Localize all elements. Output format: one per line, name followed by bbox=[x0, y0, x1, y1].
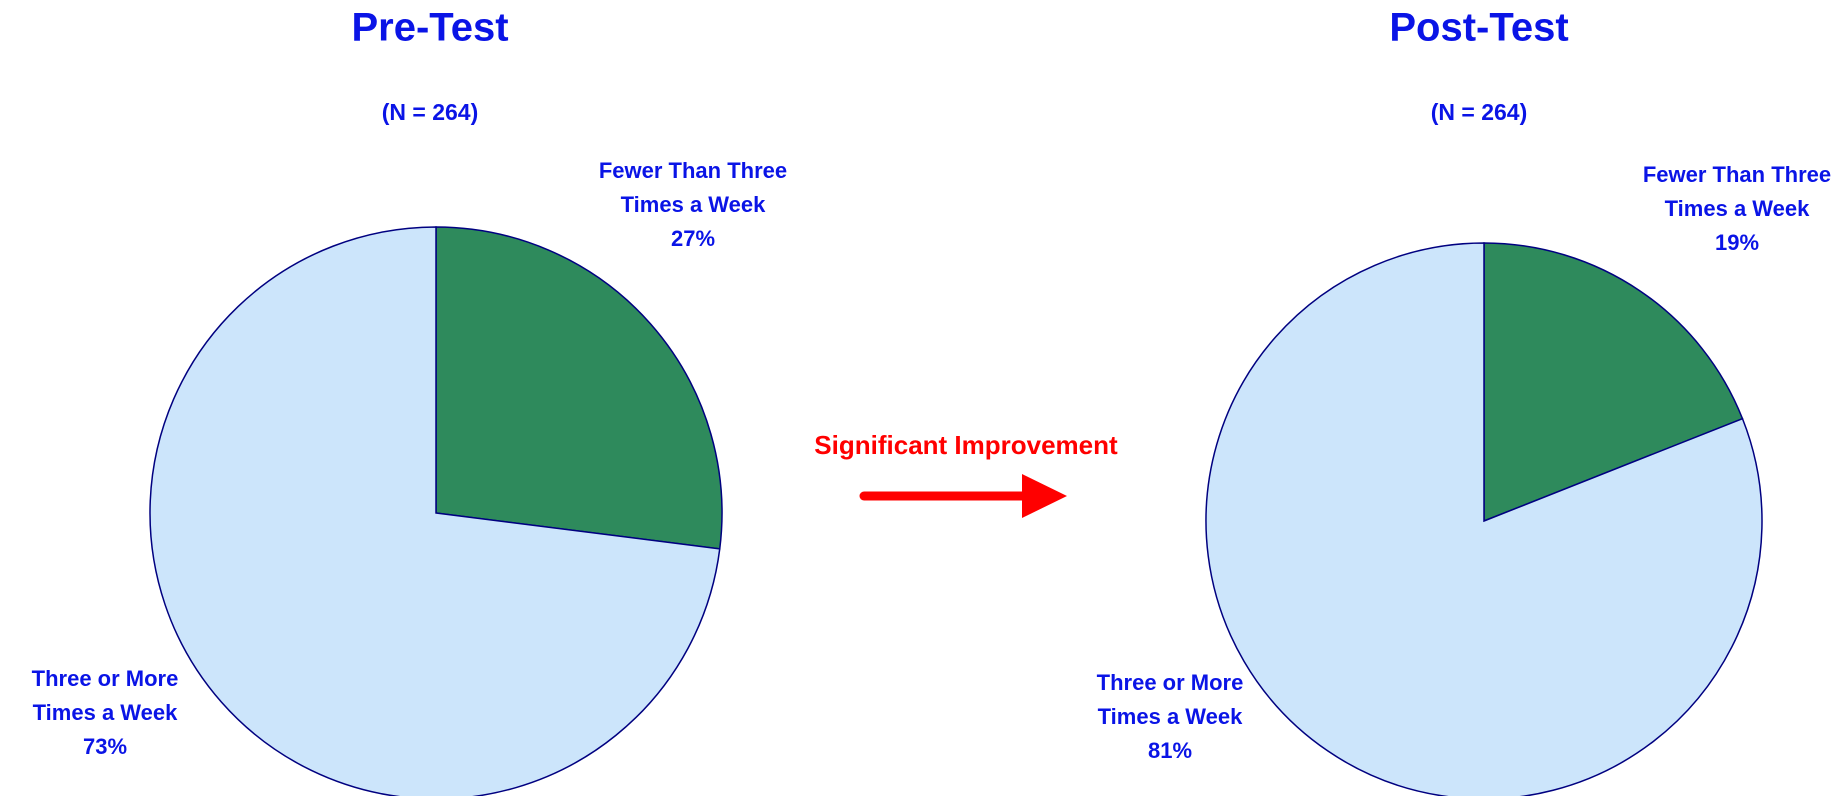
slice-value: 81% bbox=[1147, 738, 1193, 763]
chart-subtitle: (N = 264) bbox=[1431, 99, 1528, 125]
slice-category: Fewer Than Three Times a Week bbox=[598, 158, 788, 217]
slice-label: Three or More Times a Week 73% bbox=[5, 662, 205, 764]
slice-category: Fewer Than Three Times a Week bbox=[1642, 162, 1832, 221]
arrow-head bbox=[1022, 474, 1067, 518]
slice-category: Three or More Times a Week bbox=[31, 666, 179, 725]
chart-title: Pre-Test bbox=[351, 6, 508, 50]
slice-value: 19% bbox=[1714, 230, 1760, 255]
slice-label: Fewer Than Three Times a Week 27% bbox=[593, 154, 793, 256]
pie-slice bbox=[149, 226, 721, 796]
chart-title: Post-Test bbox=[1389, 6, 1568, 50]
chart-subtitle: (N = 264) bbox=[382, 99, 479, 125]
slice-category: Three or More Times a Week bbox=[1096, 670, 1244, 729]
slice-label: Three or More Times a Week 81% bbox=[1070, 666, 1270, 768]
slice-value: 73% bbox=[82, 734, 128, 759]
pie-slice bbox=[1205, 242, 1763, 796]
slice-value: 27% bbox=[670, 226, 716, 251]
annotation: Significant Improvement bbox=[814, 430, 1118, 460]
pie-slice bbox=[1483, 242, 1744, 523]
slice-label: Fewer Than Three Times a Week 19% bbox=[1637, 158, 1837, 260]
pie-slice bbox=[435, 226, 723, 550]
